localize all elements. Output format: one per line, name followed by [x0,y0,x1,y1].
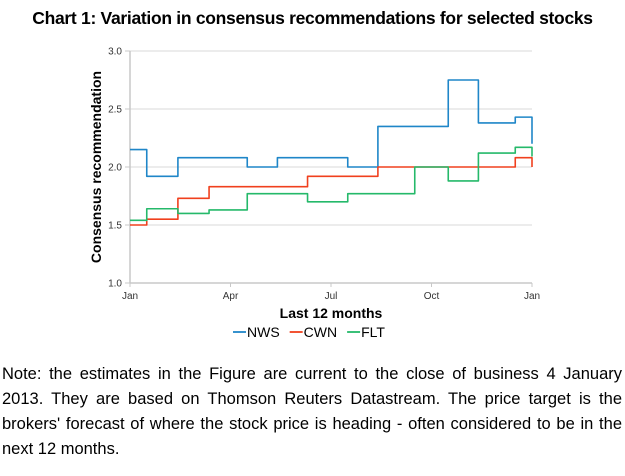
x-axis-title: Last 12 months [280,305,383,321]
y-tick-label: 3.0 [108,47,122,58]
legend-item-flt: FLT [347,324,385,340]
legend-label: FLT [361,324,385,340]
x-tick-label: Oct [424,291,440,302]
y-tick-label: 1.0 [108,279,122,290]
gridlines [130,50,532,226]
x-tick-label: Jan [524,291,540,302]
series-line-cwn [130,156,533,226]
legend-item-cwn: CWN [289,324,337,340]
y-axis-ticks: 1.0 1.5 2.0 2.5 3.0 [108,47,130,290]
x-axis-ticks: Jan Apr Jul Oct Jan [122,283,540,302]
chart-title: Chart 1: Variation in consensus recommen… [32,8,593,28]
legend-label: NWS [247,324,280,340]
series-lines [130,79,533,226]
series-line-nws [130,79,533,178]
y-tick-label: 2.0 [108,163,122,174]
legend-item-nws: NWS [233,324,280,340]
legend-label: CWN [304,324,337,340]
chart-note: Note: the estimates in the Figure are cu… [2,365,622,458]
x-tick-label: Apr [223,291,239,302]
legend: NWS CWN FLT [233,324,385,340]
series-line-flt [130,146,533,222]
x-tick-label: Jul [325,291,338,302]
y-tick-label: 1.5 [108,221,122,232]
y-axis-title: Consensus recommendation [88,71,104,263]
x-tick-label: Jan [122,291,138,302]
y-tick-label: 2.5 [108,105,122,116]
